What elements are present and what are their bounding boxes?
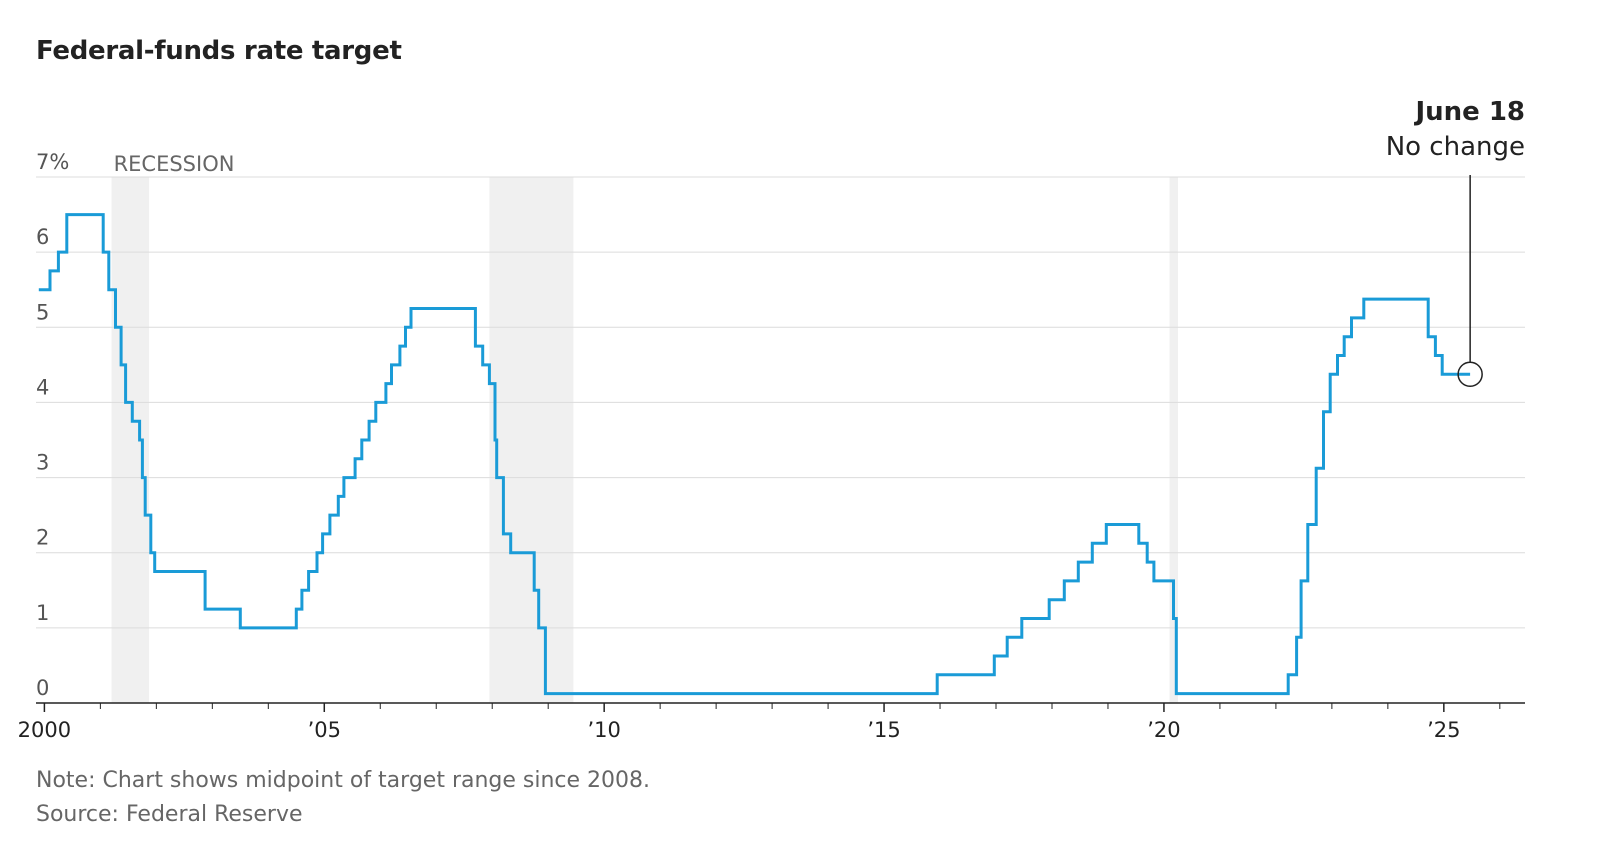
- chart-note: Note: Chart shows midpoint of target ran…: [36, 768, 651, 793]
- y-tick-label-2: 2: [36, 526, 49, 550]
- x-tick-label: ’05: [308, 718, 341, 742]
- x-tick-label: ’10: [587, 718, 620, 742]
- y-axis-ticks: 0 1 2 3 4 5 6 7%: [36, 150, 69, 700]
- y-tick-label-0: 0: [36, 676, 49, 700]
- x-tick-label: 2000: [18, 718, 71, 742]
- recession-band-2: [1169, 177, 1178, 703]
- rate-series: [38, 213, 1471, 696]
- annotation-marker: [1457, 361, 1483, 387]
- y-tick-label-1: 1: [36, 601, 49, 625]
- annotation: June 18 No change: [1386, 97, 1525, 387]
- chart-source: Source: Federal Reserve: [36, 802, 303, 827]
- x-tick-label: ’25: [1427, 718, 1460, 742]
- recession-bands: RECESSION: [111, 152, 1178, 703]
- y-tick-label-4: 4: [36, 375, 49, 399]
- chart-title: Federal-funds rate target: [36, 36, 402, 66]
- y-tick-label-6: 6: [36, 225, 49, 249]
- x-tick-label: ’20: [1147, 718, 1180, 742]
- gridlines: [36, 176, 1525, 629]
- series-line-0: [38, 213, 1471, 696]
- annotation-date: June 18: [1413, 97, 1525, 127]
- x-tick-label: ’15: [867, 718, 900, 742]
- y-tick-label-3: 3: [36, 451, 49, 475]
- y-tick-label-5: 5: [36, 300, 49, 324]
- y-tick-label-7: 7%: [36, 150, 69, 174]
- annotation-text: No change: [1386, 132, 1525, 162]
- recession-label: RECESSION: [114, 152, 235, 176]
- recession-band-1: [489, 177, 574, 703]
- x-axis: 2000 ’05 ’10 ’15 ’20 ’25: [18, 702, 1525, 742]
